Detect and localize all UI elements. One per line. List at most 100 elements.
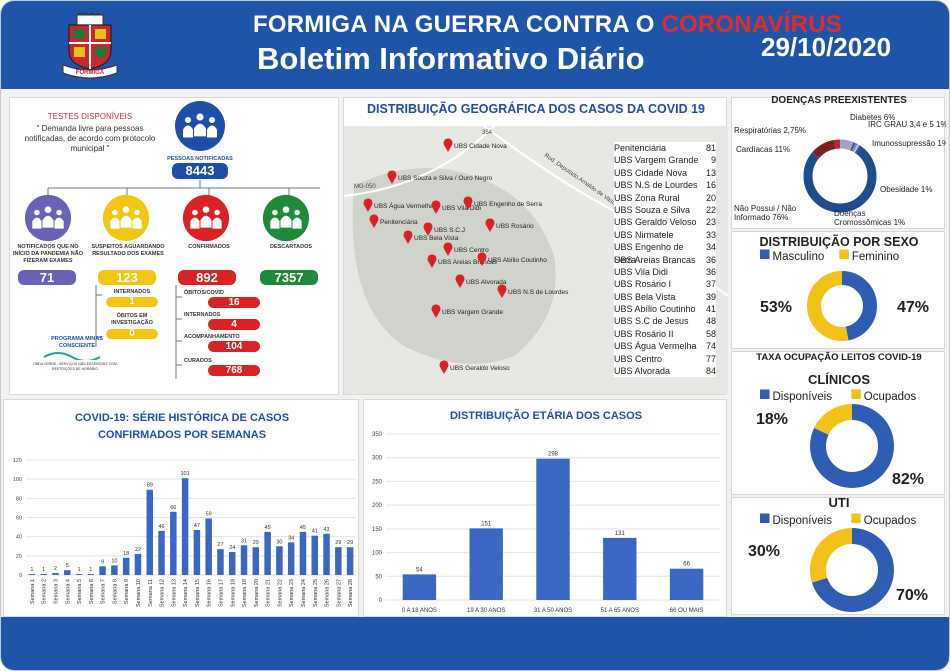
x-tick-label: Semana 10 (136, 579, 142, 607)
category-icon-confirmed (182, 194, 230, 242)
clinical-pct-available: 82% (892, 471, 924, 488)
ubs-cases: 20 (705, 192, 716, 203)
ubs-name: UBS Rosário II (614, 328, 674, 339)
ubs-name: UBS Vila Didi (614, 266, 668, 277)
clinical-pct-occupied: 18% (756, 411, 788, 428)
map-pin-label-15: UBS Geraldo Veloso (450, 365, 510, 372)
bar-value-label: 151 (481, 521, 492, 527)
program-caption: ONDA VERDE - SERVIÇOS NÃO ESSENCIAIS COM… (33, 362, 117, 371)
program-title: PROGRAMA MINAS CONSCIENTE (51, 336, 103, 349)
ubs-cases: 81 (705, 143, 716, 153)
ubs-cases: 33 (705, 229, 716, 240)
x-tick-label: Semana 26 (325, 579, 331, 607)
clinical-beds-donut-chart: Disponíveis Ocupados 82% 18% (756, 389, 924, 488)
bar-8 (122, 557, 130, 575)
y-tick-label: 0 (379, 598, 383, 604)
x-tick-label: Semana 20 (254, 579, 260, 607)
legend-swatch-0 (760, 389, 770, 399)
comorbidity-label-4: Doenças (834, 209, 866, 218)
y-tick-label: 100 (13, 477, 22, 483)
bar-24 (311, 535, 318, 575)
bar-21 (276, 546, 283, 575)
map-pin-label-11: UBS Abílio Coutinho (488, 257, 547, 264)
legend-swatch-1 (851, 389, 861, 399)
ubs-row: UBS Cidade Nova 13 (614, 167, 716, 179)
ubs-row: UBS Zona Rural 20 (614, 192, 716, 204)
x-tick-label: Semana 17 (218, 579, 224, 607)
y-tick-label: 120 (13, 458, 22, 464)
y-tick-label: 250 (372, 479, 383, 485)
comorbidity-label-7: Respiratórias 2,75% (734, 126, 806, 135)
bar-value-label: 29 (335, 540, 341, 546)
confirmed-hospitalized-value: 4 (208, 319, 260, 330)
map-pin-label-5: Penitenciária (380, 219, 418, 226)
category-icon-suspects (102, 194, 150, 242)
x-tick-label: Semana 8 (112, 579, 118, 604)
legend-swatch-1 (851, 513, 861, 523)
bar-value-label: 22 (135, 547, 141, 553)
bar-13 (181, 478, 189, 575)
category-label-not-tested: NOTIFICADOS QUE NO INÍCIO DA PANDEMIA NÃ… (12, 244, 84, 264)
ubs-name: Penitenciária (614, 143, 667, 153)
x-tick-label: Semana 2 (42, 579, 48, 604)
donut-slice-7 (803, 139, 877, 213)
x-tick-label: Semana 24 (301, 579, 307, 607)
age-chart-title: DISTRIBUIÇÃO ETÁRIA DOS CASOS (449, 410, 643, 422)
bar-value-label: 5 (66, 563, 69, 569)
bar-2 (536, 458, 570, 600)
map-pin-0: UBS Cidade Nova (443, 138, 507, 152)
map-pin-label-13: UBS N.S de Lourdes (508, 289, 569, 296)
bar-22 (287, 542, 295, 575)
ubs-row: UBS Centro 77 (614, 353, 716, 365)
map-pin-label-10: UBS Areias Brancas (438, 259, 498, 266)
bar-value-label: 89 (147, 483, 153, 489)
map-pin-label-7: UBS Rosário (496, 223, 534, 230)
x-tick-label: 0 A 18 ANOS (402, 608, 437, 614)
suspects-deaths-label: ÓBITOS EM INVESTIGAÇÃO (111, 313, 153, 326)
bar-0 (28, 574, 36, 575)
ubs-name: UBS Zona Rural (614, 192, 680, 203)
x-tick-label: Semana 12 (160, 579, 166, 607)
ubs-row: Penitenciária 81 (614, 142, 716, 154)
comorbidity-label-5: Não Possui / Não (734, 204, 797, 213)
ubs-name: UBS Cidade Nova (614, 167, 688, 178)
ubs-row: UBS Engenho de Serra 34 (614, 241, 716, 264)
bar-9 (134, 553, 142, 575)
bar-value-label: 29 (347, 540, 353, 546)
tests-note: " Demanda livre para pessoas notificadas… (24, 124, 156, 153)
x-tick-label: 51 A 65 ANOS (601, 608, 639, 614)
y-tick-label: 350 (372, 432, 383, 438)
suspects-hospitalized-value: 1 (106, 297, 158, 307)
category-icon-discarded (262, 194, 310, 242)
map-pin-label-14: UBS Vargem Grande (442, 309, 503, 316)
ubs-cases: 84 (705, 366, 716, 377)
category-label-suspects: SUSPEITOS AGUARDANDO RESULTADO DOS EXAME… (91, 244, 165, 257)
bar-value-label: 2 (54, 566, 57, 572)
crest-text: FORMIGA (76, 70, 105, 76)
map-pin-9: UBS Centro (443, 242, 489, 256)
ubs-name: UBS Souza e Silva (614, 204, 691, 215)
legend-label-0: Disponíveis (773, 515, 833, 527)
confirmed-monitoring-label: ACOMPANHAMENTO (184, 334, 240, 340)
x-tick-label: Semana 19 (242, 579, 248, 607)
bar-3 (603, 537, 637, 600)
confirmed-cured-label: CURADOS (184, 358, 212, 364)
x-tick-label: Semana 22 (277, 579, 283, 607)
ubs-row: UBS Geraldo Veloso 23 (614, 216, 716, 228)
age-distribution-bar-chart: 0 50 100 150 200 250 300 350 54 0 A 18 ANOS 151 19 … (372, 432, 720, 614)
donut-slice-5 (803, 139, 877, 213)
map-pin-1: UBS Souza e Silva / Ouro Negro (387, 170, 493, 184)
donut-slice-1 (807, 271, 877, 341)
bar-value-label: 18 (123, 551, 129, 557)
map-pin-15: UBS Geraldo Veloso (439, 360, 510, 374)
ubs-row: UBS Bela Vista 39 (614, 291, 716, 303)
map-pin-5: Penitenciária (369, 214, 418, 228)
bar-20 (264, 531, 271, 575)
bar-value-label: 27 (217, 542, 223, 548)
x-tick-label: Semana 3 (53, 579, 59, 604)
ubs-name: UBS Alvorada (614, 366, 671, 377)
sex-donut-chart: Masculino Feminino 47% 53% (760, 249, 929, 341)
notified-label: PESSOAS NOTIFICADAS (167, 156, 233, 162)
category-label-confirmed: CONFIRMADOS (188, 244, 230, 250)
